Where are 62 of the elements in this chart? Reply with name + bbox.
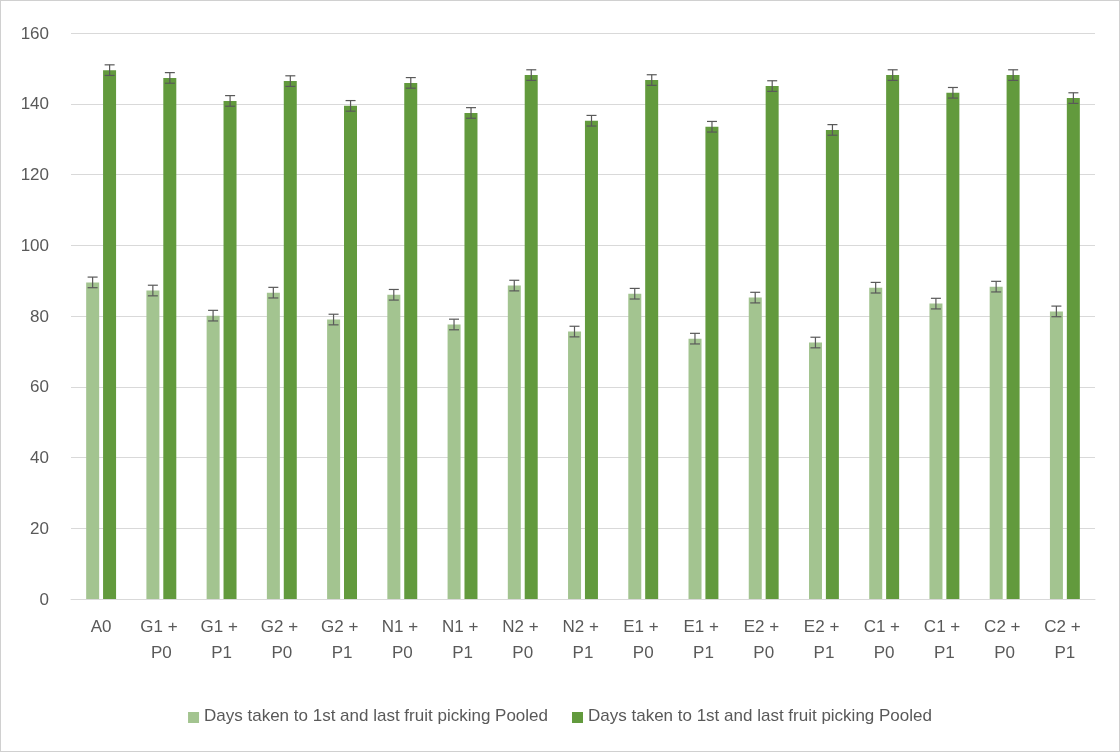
bar xyxy=(404,82,418,599)
bar xyxy=(344,105,358,599)
x-tick-label: G2 + P0 xyxy=(260,616,303,662)
x-tick-label: G1 + P1 xyxy=(200,616,243,662)
bar xyxy=(946,92,960,599)
x-tick-label: E1 + P1 xyxy=(683,616,724,662)
bar xyxy=(86,282,100,599)
bar xyxy=(688,338,702,599)
bar xyxy=(869,287,883,599)
bar xyxy=(1006,75,1020,599)
bar xyxy=(808,342,822,599)
x-tick-label: N1 + P1 xyxy=(441,616,484,662)
x-tick-label: G1 + P0 xyxy=(140,616,183,662)
bar xyxy=(103,70,117,599)
bar xyxy=(447,324,461,599)
bar xyxy=(584,120,598,599)
bar xyxy=(163,77,177,599)
y-tick-label: 20 xyxy=(30,518,49,538)
x-tick-label: G2 + P1 xyxy=(321,616,364,662)
x-tick-label: C1 + P0 xyxy=(863,616,905,662)
x-tick-label: C1 + P1 xyxy=(923,616,965,662)
x-tick-label: E1 + P0 xyxy=(623,616,664,662)
bar xyxy=(327,319,341,599)
bar xyxy=(464,112,478,599)
bar xyxy=(989,286,1003,599)
bar xyxy=(206,315,220,599)
bar xyxy=(825,129,839,599)
x-tick-label: N2 + P1 xyxy=(562,616,604,662)
bar xyxy=(765,86,779,599)
bar xyxy=(705,126,719,599)
legend-label: Days taken to 1st and last fruit picking Pooled xyxy=(588,706,932,725)
bar xyxy=(568,331,582,599)
x-tick-label: N1 + P0 xyxy=(381,616,423,662)
bar xyxy=(929,303,943,599)
bar xyxy=(266,292,280,599)
y-tick-label: 100 xyxy=(20,235,49,255)
y-tick-label: 60 xyxy=(30,377,49,397)
bar xyxy=(283,81,297,599)
bar xyxy=(886,75,900,599)
bar xyxy=(1066,98,1080,599)
bar xyxy=(1049,311,1063,599)
x-tick-label: N2 + P0 xyxy=(502,616,544,662)
bar xyxy=(748,297,762,599)
bar xyxy=(645,80,659,599)
x-tick-label: C2 + P0 xyxy=(984,616,1026,662)
y-tick-label: 40 xyxy=(30,448,49,467)
x-tick-label: E2 + P1 xyxy=(803,616,845,662)
bar xyxy=(524,75,538,599)
y-tick-label: 120 xyxy=(20,165,49,184)
x-tick-label: E2 + P0 xyxy=(743,616,784,662)
x-tick-label: A0 xyxy=(90,616,112,636)
bar xyxy=(387,294,401,599)
legend-label: Days taken to 1st and last fruit picking Pooled xyxy=(204,706,548,725)
y-tick-label: 140 xyxy=(20,94,49,114)
y-tick-label: 80 xyxy=(30,306,49,326)
y-tick-label: 160 xyxy=(20,23,49,43)
y-tick-label: 0 xyxy=(39,589,49,609)
bar xyxy=(507,285,521,599)
x-tick-label: C2 + P1 xyxy=(1044,616,1086,662)
bar xyxy=(146,290,160,599)
bar xyxy=(628,293,642,599)
bar xyxy=(223,100,237,599)
